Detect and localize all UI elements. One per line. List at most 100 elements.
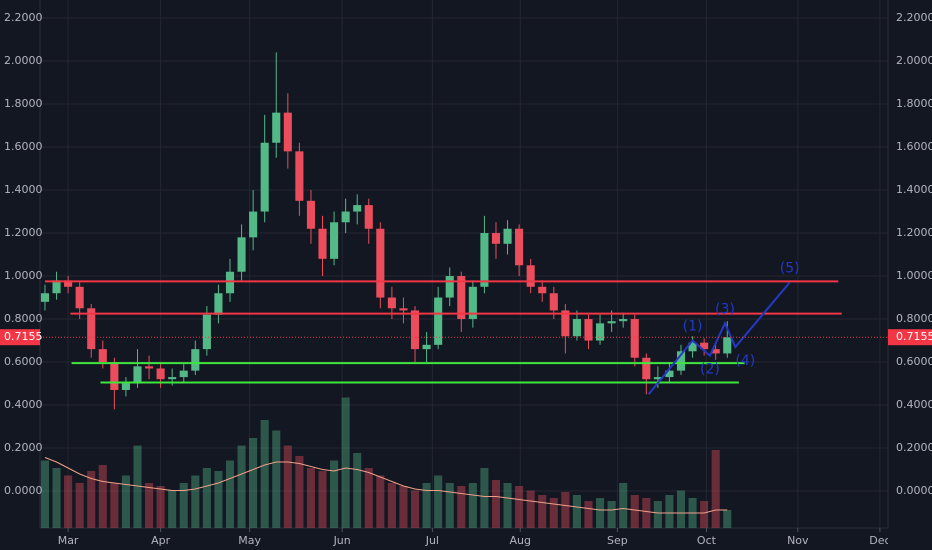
y-tick-label: 1.4000 bbox=[4, 183, 43, 196]
volume-bar bbox=[468, 483, 477, 528]
y-tick-label: 0.4000 bbox=[4, 398, 43, 411]
candle-body bbox=[376, 228, 385, 298]
wave-path bbox=[647, 281, 791, 395]
candle-body bbox=[422, 344, 431, 350]
volume-bar bbox=[121, 475, 130, 528]
volume-bar bbox=[630, 495, 639, 528]
volume-bar bbox=[503, 483, 512, 528]
last-price-box bbox=[888, 329, 932, 346]
wave-label: (5) bbox=[780, 260, 800, 276]
volume-bar bbox=[353, 453, 362, 528]
volume-bar bbox=[549, 498, 558, 528]
candle-body bbox=[619, 319, 628, 322]
price-pane: (1) (2) (3) (4) (5) bbox=[40, 52, 888, 410]
x-axis: Mar Apr May Jun Jul Aug Sep Oct Nov Dec bbox=[58, 528, 890, 547]
candle-body bbox=[318, 228, 327, 259]
candle-body bbox=[87, 308, 96, 350]
candle-body bbox=[572, 319, 581, 337]
candle-body bbox=[399, 308, 408, 311]
volume-bar bbox=[491, 480, 501, 528]
candle-body bbox=[387, 297, 396, 309]
volume-bar bbox=[64, 475, 73, 528]
x-tick-label: Oct bbox=[697, 534, 717, 547]
volume-bar bbox=[561, 492, 570, 528]
candle-body bbox=[295, 151, 304, 201]
candle-body bbox=[653, 377, 662, 380]
volume-bar bbox=[387, 483, 396, 528]
volume-bar bbox=[133, 445, 142, 528]
candle-body bbox=[688, 342, 697, 352]
y-tick-label: 2.0000 bbox=[896, 54, 932, 67]
candle-body bbox=[179, 370, 188, 378]
candle-body bbox=[353, 205, 362, 212]
volume-bar bbox=[191, 475, 200, 528]
candle-body bbox=[341, 211, 350, 223]
volume-bar bbox=[526, 490, 535, 528]
x-tick-label: Mar bbox=[58, 534, 79, 547]
x-tick-label: Apr bbox=[151, 534, 171, 547]
y-tick-label: 2.2000 bbox=[896, 11, 932, 24]
volume-bar bbox=[399, 486, 408, 528]
candle-body bbox=[410, 310, 420, 350]
y-tick-label: 1.6000 bbox=[4, 140, 43, 153]
x-tick-label: Dec bbox=[869, 534, 890, 547]
candle-body bbox=[225, 271, 235, 294]
y-tick-label: 0.0000 bbox=[4, 484, 43, 497]
candle-body bbox=[596, 323, 605, 341]
volume-ma bbox=[44, 457, 728, 514]
y-tick-label: 1.0000 bbox=[896, 269, 932, 282]
candle-body bbox=[75, 286, 84, 309]
volume-bar bbox=[515, 486, 524, 528]
candle-body bbox=[491, 233, 501, 244]
volume-bar bbox=[110, 483, 119, 528]
y-axis: 0.0000 0.0000 0.2000 0.2000 0.4000 0.4000 0.60… bbox=[0, 11, 932, 497]
candle-body bbox=[700, 342, 709, 350]
candle-body bbox=[676, 351, 686, 371]
candle-body bbox=[237, 237, 246, 272]
candle-body bbox=[480, 233, 489, 287]
volume-bar bbox=[225, 460, 235, 528]
volume-bar bbox=[700, 501, 709, 528]
candle-body bbox=[630, 319, 639, 358]
volume-bar bbox=[318, 471, 327, 528]
wave-label: (3) bbox=[715, 301, 735, 317]
volume-bar bbox=[538, 495, 547, 528]
candle-body bbox=[468, 286, 477, 320]
volume-bar bbox=[249, 438, 258, 528]
candle-body bbox=[515, 228, 524, 266]
candle-body bbox=[121, 383, 130, 390]
candle-body bbox=[168, 377, 177, 380]
grid bbox=[39, 0, 889, 529]
volume-bar bbox=[584, 501, 593, 528]
wave-label: (4) bbox=[735, 353, 755, 369]
y-tick-label: 1.4000 bbox=[896, 183, 932, 196]
volume-bar bbox=[40, 460, 50, 528]
volume-bar bbox=[723, 510, 732, 528]
candle-body bbox=[40, 293, 50, 302]
candle-body bbox=[64, 280, 73, 287]
candle-body bbox=[283, 112, 292, 152]
candle-body bbox=[52, 280, 61, 294]
volume-bar bbox=[434, 475, 443, 528]
candle-body bbox=[260, 142, 269, 212]
volume-bar bbox=[214, 471, 223, 528]
x-tick-label: Jul bbox=[425, 534, 439, 547]
y-tick-label: 1.0000 bbox=[4, 269, 43, 282]
candle-body bbox=[711, 349, 720, 354]
candle-body bbox=[457, 276, 466, 320]
volume-bar bbox=[202, 468, 211, 528]
volume-bar bbox=[596, 498, 605, 528]
x-tick-label: Nov bbox=[787, 534, 809, 547]
volume-bar bbox=[341, 397, 350, 528]
volume-bar bbox=[272, 430, 281, 528]
candle-body bbox=[642, 357, 651, 380]
candle-body bbox=[98, 349, 107, 363]
candle-body bbox=[503, 228, 512, 244]
y-tick-label: 1.8000 bbox=[896, 97, 932, 110]
volume-bar bbox=[676, 490, 686, 528]
volume-bar bbox=[179, 483, 188, 528]
volume-bar bbox=[168, 490, 177, 528]
candle-body bbox=[156, 368, 165, 380]
wave-label: (2) bbox=[700, 362, 720, 378]
